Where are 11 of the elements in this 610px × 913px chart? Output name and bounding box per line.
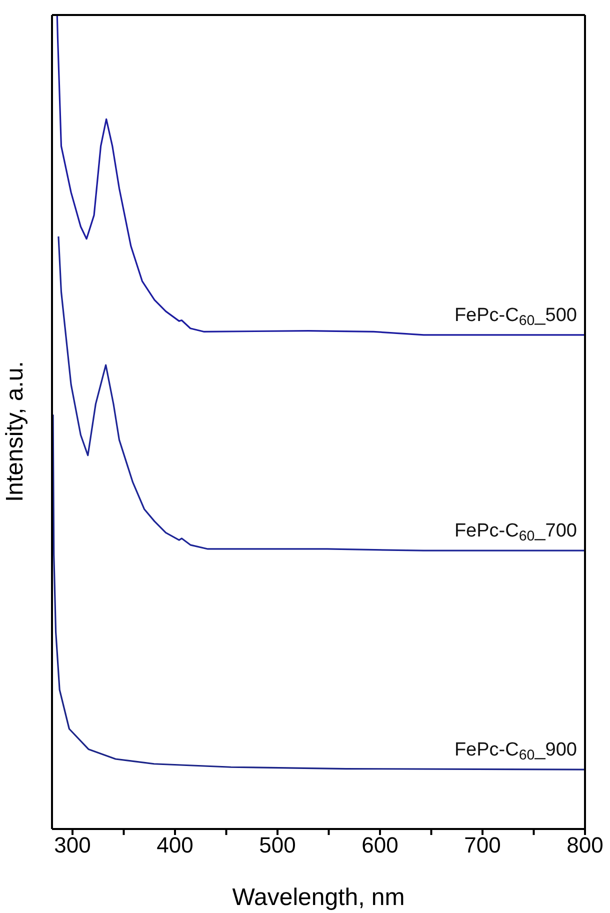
x-axis-title: Wavelength, nm [232,884,405,911]
x-tick-label: 800 [566,832,604,858]
series-label: FePc-C$_{60}$_500 [454,304,577,328]
x-tick-label: 500 [259,832,296,858]
x-tick-label: 300 [54,832,91,858]
series-label: FePc-C$_{60}$_700 [454,520,577,544]
series-label: FePc-C$_{60}$_900 [454,740,577,764]
y-axis-title: Intensity, a.u. [2,361,29,502]
x-tick-label: 700 [464,832,501,858]
x-tick-label: 600 [362,832,398,858]
x-tick-label: 400 [156,832,194,858]
